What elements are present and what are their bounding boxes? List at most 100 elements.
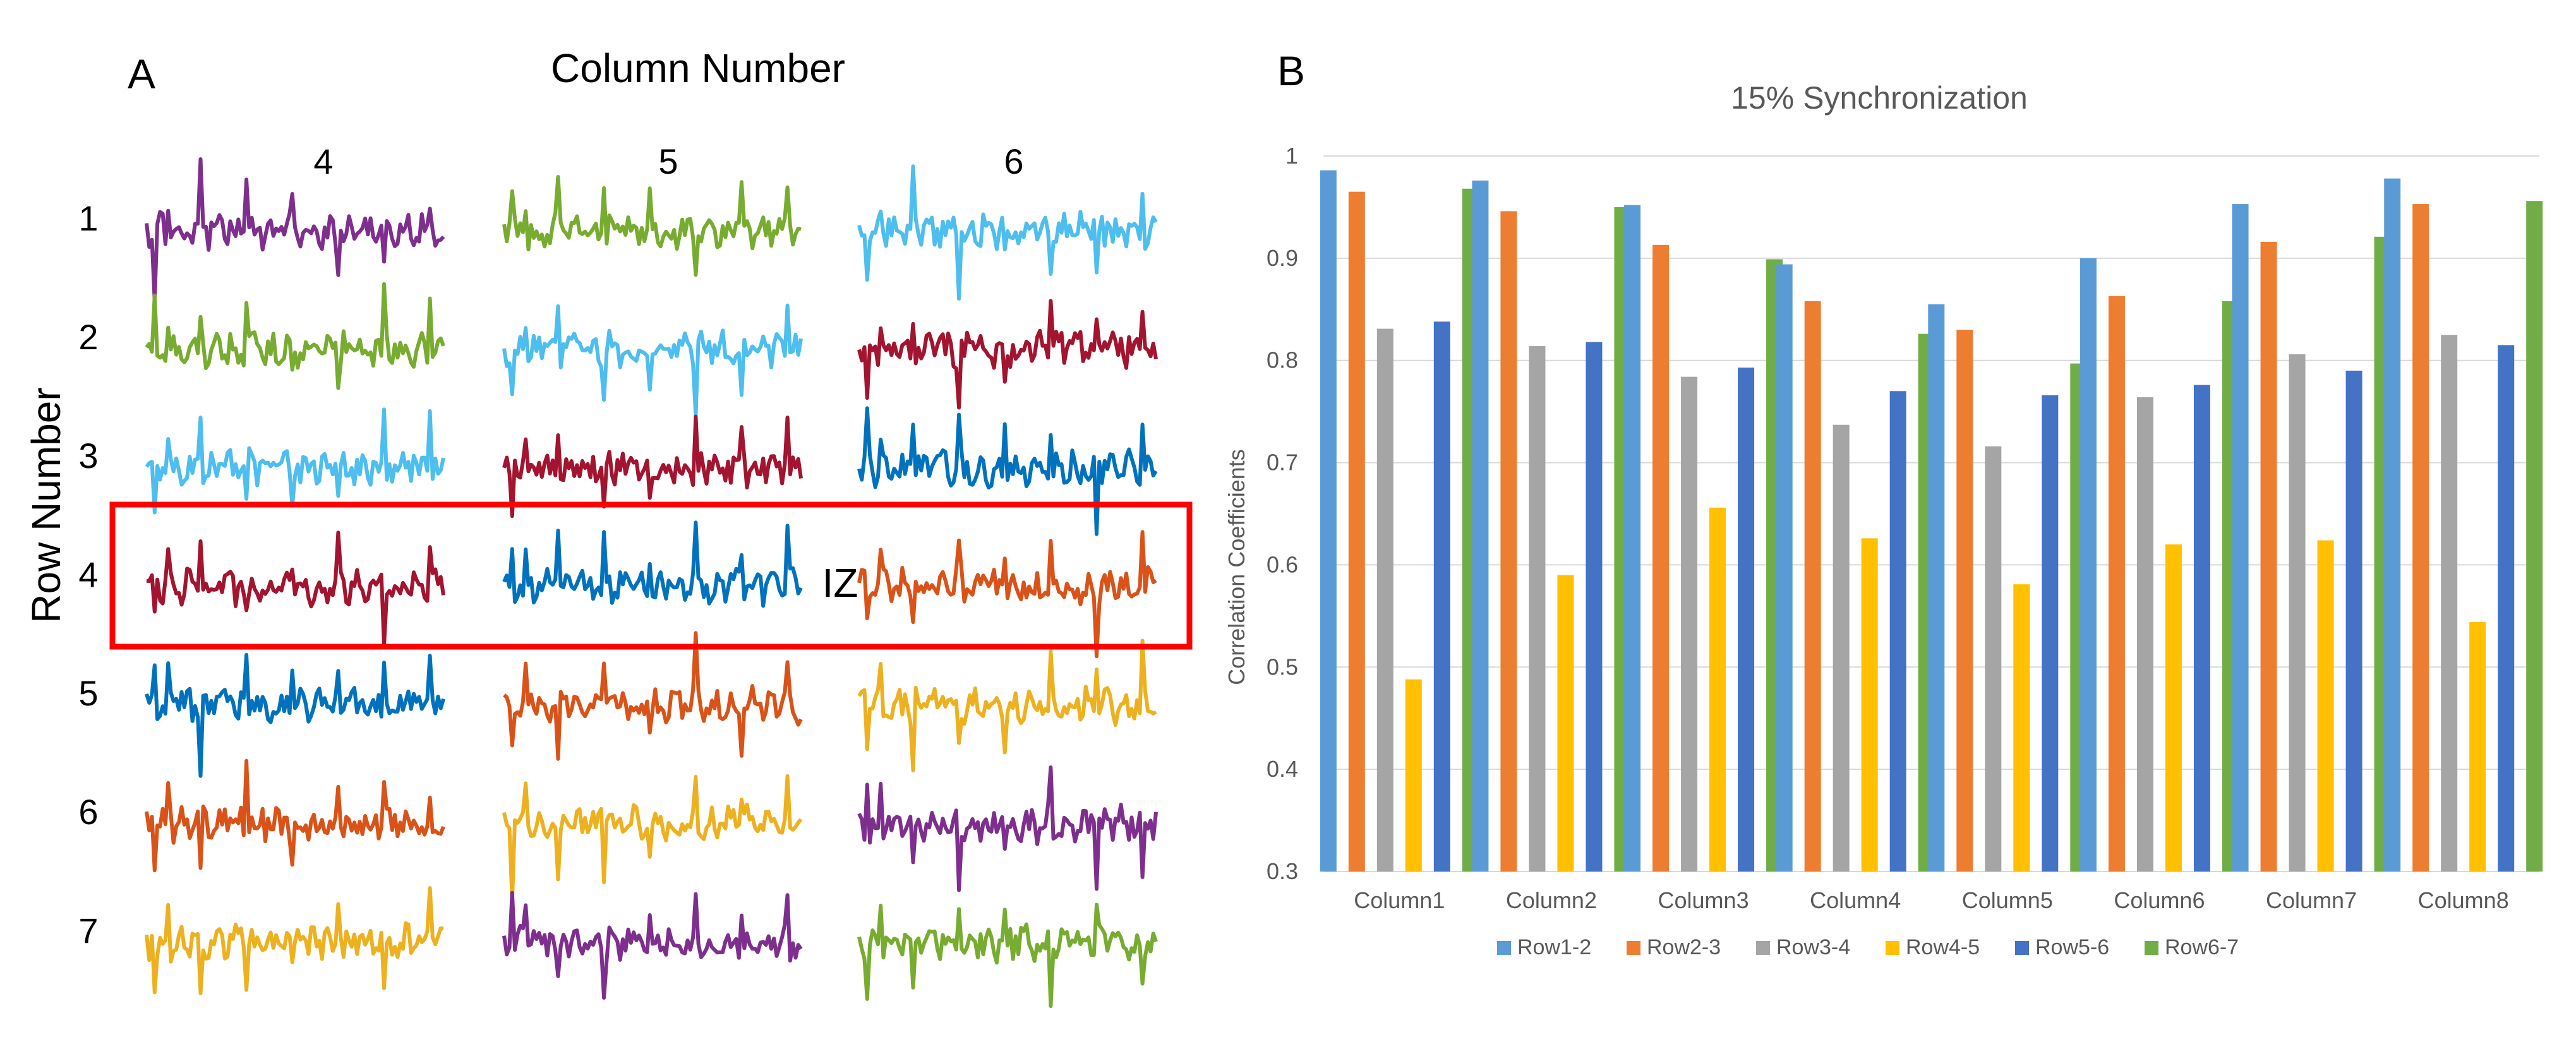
- emg-trace-col4-row7: [145, 886, 444, 995]
- emg-trace-col5-row6: [502, 774, 803, 904]
- chart-bars: [1320, 170, 2543, 872]
- emg-trace-col4-row2: [145, 282, 445, 390]
- bar-column8-row5-6: [2498, 345, 2515, 872]
- bar-column7-row3-4: [2289, 354, 2306, 872]
- chart-title: 15% Synchronization: [1731, 80, 2028, 116]
- emg-trace-col6-row2: [857, 299, 1158, 410]
- emg-trace-col6-row7: [857, 902, 1158, 1009]
- bar-column1-row5-6: [1433, 321, 1450, 872]
- bar-column2-row1-2: [1472, 180, 1489, 872]
- row-label-5: 5: [78, 673, 98, 713]
- emg-trace-col5-row3: [502, 414, 803, 518]
- x-tick-label: Column1: [1354, 887, 1445, 913]
- x-tick-label: Column7: [2266, 887, 2357, 913]
- panel-a: A Column Number Row Number 4 5 6 1 2 3 4…: [23, 45, 1193, 1009]
- bar-column8-row4-5: [2469, 622, 2486, 872]
- emg-trace-col5-row1: [502, 175, 802, 277]
- emg-trace-col4-row6: [145, 758, 445, 873]
- bar-column3-row3-4: [1681, 376, 1698, 872]
- row-number-header: Row Number: [23, 387, 69, 623]
- x-tick-label: Column8: [2418, 887, 2509, 913]
- chart-legend: Row1-2 Row2-3 Row3-4 Row4-5 Row5-6 Row6-7: [1497, 935, 2239, 959]
- bar-column3-row2-3: [1652, 244, 1670, 872]
- y-axis-ticks: 0.3 0.4 0.5 0.6 0.7 0.8 0.9 1: [1267, 143, 1298, 884]
- bar-column1-row4-5: [1405, 679, 1422, 872]
- emg-trace-col5-row2: [502, 303, 803, 418]
- y-tick-label: 0.7: [1267, 450, 1298, 476]
- emg-trace-col6-row4: [857, 530, 1157, 659]
- bar-column6-row2-3: [2108, 296, 2125, 872]
- chart-gridlines: [1323, 155, 2539, 872]
- emg-trace-col6-row6: [857, 765, 1158, 892]
- row-label-3: 3: [78, 436, 98, 476]
- x-tick-label: Column3: [1658, 887, 1749, 913]
- bar-column1-row2-3: [1348, 191, 1365, 872]
- legend-swatch-row6-7: [2145, 941, 2158, 955]
- bar-column5-row2-3: [1956, 330, 1973, 872]
- bar-column6-row4-5: [2165, 544, 2182, 872]
- legend-swatch-row1-2: [1497, 941, 1511, 955]
- bar-column4-row1-2: [1776, 264, 1793, 872]
- row-label-7: 7: [78, 911, 98, 950]
- bar-column4-row4-5: [1861, 538, 1878, 872]
- bar-column5-row3-4: [1985, 446, 2002, 872]
- panel-a-letter: A: [128, 51, 155, 97]
- bar-column3-row1-2: [1624, 205, 1641, 872]
- bar-column5-row1-2: [1928, 304, 1945, 872]
- emg-trace-col6-row1: [857, 164, 1158, 301]
- x-tick-label: Column6: [2114, 887, 2205, 913]
- bar-column7-row1-2: [2232, 204, 2249, 872]
- y-axis-label: Correlation Coefficients: [1224, 449, 1249, 685]
- bar-column5-row5-6: [2042, 395, 2059, 872]
- y-tick-label: 0.9: [1267, 245, 1298, 271]
- row-label-4: 4: [78, 554, 98, 594]
- bar-column2-row3-4: [1529, 346, 1546, 872]
- legend-swatch-row4-5: [1886, 941, 1899, 955]
- legend-label-row1-2: Row1-2: [1517, 935, 1591, 959]
- column-label-5: 5: [658, 141, 678, 181]
- x-tick-label: Column2: [1506, 887, 1597, 913]
- y-tick-label: 0.5: [1267, 654, 1298, 680]
- emg-trace-col5-row4: [502, 520, 803, 608]
- x-axis-ticks: Column1 Column2 Column3 Column4 Column5 Colum…: [1354, 887, 2508, 913]
- bar-column8-row6-7: [2526, 201, 2543, 872]
- x-tick-label: Column5: [1962, 887, 2053, 913]
- legend-label-row5-6: Row5-6: [2035, 935, 2109, 959]
- bar-column7-row4-5: [2317, 540, 2334, 872]
- bar-column2-row5-6: [1586, 342, 1603, 872]
- emg-trace-col5-row7: [502, 890, 803, 1000]
- bar-column8-row3-4: [2441, 335, 2458, 872]
- emg-trace-col4-row3: [145, 407, 445, 515]
- innervation-zone-box: [109, 501, 1193, 650]
- emg-trace-col4-row1: [145, 157, 445, 303]
- panel-b: B 15% Synchronization Correlation Coeffi…: [1224, 47, 2543, 959]
- emg-trace-col5-row5: [503, 631, 803, 761]
- bar-column6-row1-2: [2079, 258, 2097, 872]
- column-number-header: Column Number: [551, 45, 845, 91]
- column-label-4: 4: [313, 141, 333, 181]
- y-tick-label: 0.8: [1267, 347, 1298, 373]
- bar-column7-row5-6: [2345, 370, 2362, 872]
- emg-trace-col4-row4: [146, 530, 445, 647]
- bar-column6-row3-4: [2136, 397, 2153, 872]
- emg-trace-col4-row5: [145, 652, 445, 778]
- emg-traces: [145, 157, 1158, 1009]
- bar-column2-row2-3: [1500, 211, 1517, 872]
- bar-column4-row2-3: [1804, 301, 1821, 872]
- bar-column4-row3-4: [1833, 424, 1850, 872]
- row-label-1: 1: [78, 198, 98, 238]
- y-tick-label: 0.4: [1267, 756, 1298, 782]
- emg-trace-col6-row5: [857, 638, 1157, 772]
- row-label-6: 6: [78, 792, 98, 832]
- legend-label-row4-5: Row4-5: [1906, 935, 1980, 959]
- bar-column2-row4-5: [1557, 575, 1574, 872]
- bar-column1-row1-2: [1320, 170, 1337, 872]
- bar-column6-row5-6: [2193, 385, 2210, 872]
- bar-column7-row2-3: [2260, 241, 2277, 872]
- bar-column1-row3-4: [1376, 328, 1393, 872]
- y-tick-label: 0.3: [1267, 858, 1298, 884]
- bar-column8-row2-3: [2412, 204, 2429, 872]
- bar-column3-row5-6: [1738, 368, 1755, 872]
- emg-trace-col6-row3: [857, 406, 1158, 536]
